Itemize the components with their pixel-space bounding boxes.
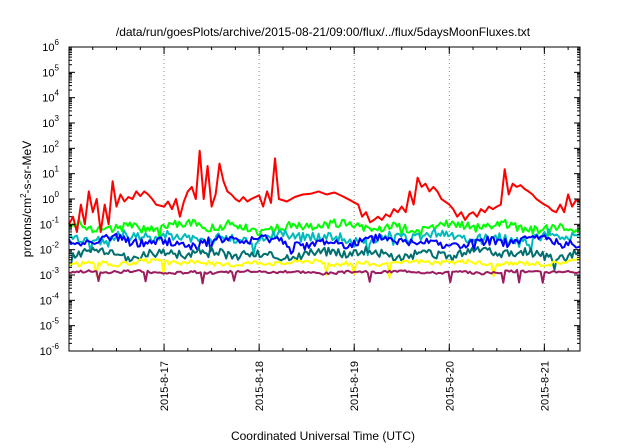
y-tick-label: 102 bbox=[42, 139, 59, 155]
y-tick-label: 10-2 bbox=[40, 241, 60, 257]
series-line bbox=[68, 257, 581, 279]
x-tick-label: 2015-8-18 bbox=[254, 361, 266, 411]
x-axis-tick-labels: 2015-8-17 2015-8-18 2015-8-19 2015-8-20 2015… bbox=[159, 361, 551, 411]
y-tick-label: 100 bbox=[42, 190, 59, 206]
plot-frame bbox=[68, 46, 581, 352]
series-line bbox=[68, 218, 581, 239]
x-tick-label: 2015-8-21 bbox=[539, 361, 551, 411]
x-tick-label: 2015-8-19 bbox=[349, 361, 361, 411]
series-line bbox=[68, 149, 581, 233]
data-series bbox=[68, 149, 581, 285]
y-tick-label: 105 bbox=[42, 63, 59, 79]
y-tick-label: 106 bbox=[42, 38, 59, 54]
y-tick-label: 103 bbox=[42, 114, 59, 130]
axis-ticks bbox=[68, 46, 580, 352]
chart-title: /data/run/goesPlots/archive/2015-08-21/0… bbox=[116, 25, 531, 39]
x-tick-label: 2015-8-17 bbox=[159, 361, 171, 411]
y-axis-label: protons/cm2-s-sr-MeV bbox=[19, 141, 34, 257]
y-tick-label: 10-4 bbox=[40, 291, 60, 307]
gridlines bbox=[163, 47, 545, 351]
y-axis-tick-labels: 10-6 10-5 10-4 10-3 10-2 10-1 100 101 102 103 104 1… bbox=[40, 38, 60, 358]
series-line bbox=[68, 245, 581, 271]
series-line bbox=[68, 228, 581, 257]
y-tick-label: 10-6 bbox=[40, 342, 60, 358]
x-axis-label: Coordinated Universal Time (UTC) bbox=[231, 429, 415, 443]
x-tick-label: 2015-8-20 bbox=[444, 361, 456, 411]
y-tick-label: 101 bbox=[42, 165, 59, 181]
series-line bbox=[68, 268, 581, 285]
series-line bbox=[68, 232, 581, 255]
y-tick-label: 104 bbox=[42, 89, 59, 105]
y-tick-label: 10-5 bbox=[40, 317, 60, 333]
y-tick-label: 10-3 bbox=[40, 266, 60, 282]
y-tick-label: 10-1 bbox=[40, 215, 60, 231]
